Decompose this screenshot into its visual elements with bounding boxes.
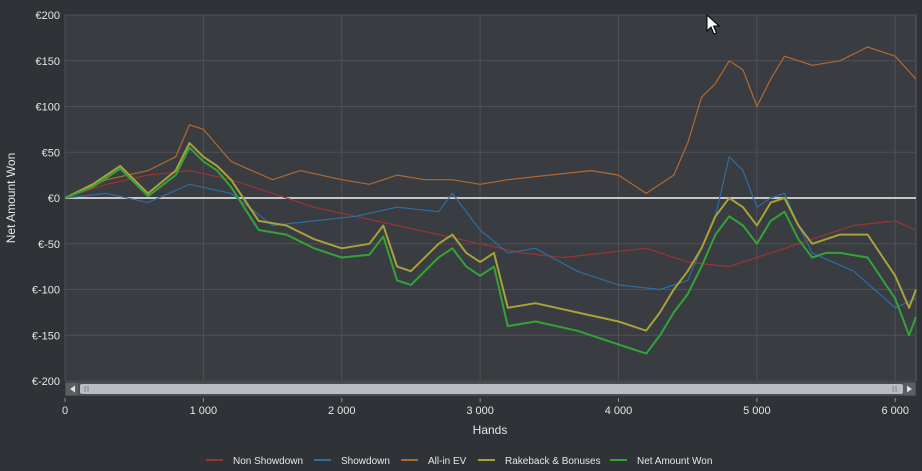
scroll-thumb[interactable] [80,384,903,394]
x-tick-label: 1 000 [190,405,218,417]
scroll-left-icon [70,385,75,393]
scroll-thumb-left-grip-icon [84,386,89,392]
legend-label: Net Amount Won [637,456,712,467]
x-axis-title: Hands [473,423,508,437]
series-line-rakeback-bonuses [64,142,917,332]
x-tick-label: 3 000 [466,405,494,417]
y-tick-label: €200 [36,10,60,22]
legend-label: Non Showdown [233,456,303,467]
x-tick-label: 4 000 [605,405,633,417]
horizontal-scrollbar[interactable] [65,382,916,396]
y-tick-label: €-150 [32,330,60,342]
legend-label: Rakeback & Bonuses [505,456,601,467]
series-group [64,46,917,355]
x-tick-label: 0 [62,405,68,417]
y-tick-label: €0 [48,193,60,205]
scroll-thumb-right-grip-icon [892,386,897,392]
y-tick-label: €-50 [38,239,60,251]
series-line-showdown [64,156,917,309]
x-axis: 0 1 000 2 000 3 000 4 000 5 000 6 000 [62,398,909,417]
y-axis: €200 €150 €100 €50 €0 €-50 €-100 €-150 €-200 [32,10,60,388]
legend: Non Showdown Showdown All-in EV Rakeback & … [206,456,712,467]
legend-label: All-in EV [428,456,467,467]
y-tick-label: €-200 [32,376,60,388]
y-tick-label: €-100 [32,285,60,297]
series-line-net-amount-won [64,146,917,355]
scroll-right-icon [907,385,912,393]
mouse-pointer-icon [706,13,721,35]
y-tick-label: €150 [36,56,60,68]
y-tick-label: €100 [36,102,60,114]
y-tick-label: €50 [42,147,60,159]
x-tick-label: 5 000 [743,405,771,417]
legend-label: Showdown [341,456,390,467]
series-line-non-showdown [64,170,917,268]
x-tick-label: 6 000 [881,405,909,417]
x-tick-label: 2 000 [328,405,356,417]
series-line-all-in-ev [64,46,917,199]
y-axis-title: Net Amount Won [4,153,18,244]
